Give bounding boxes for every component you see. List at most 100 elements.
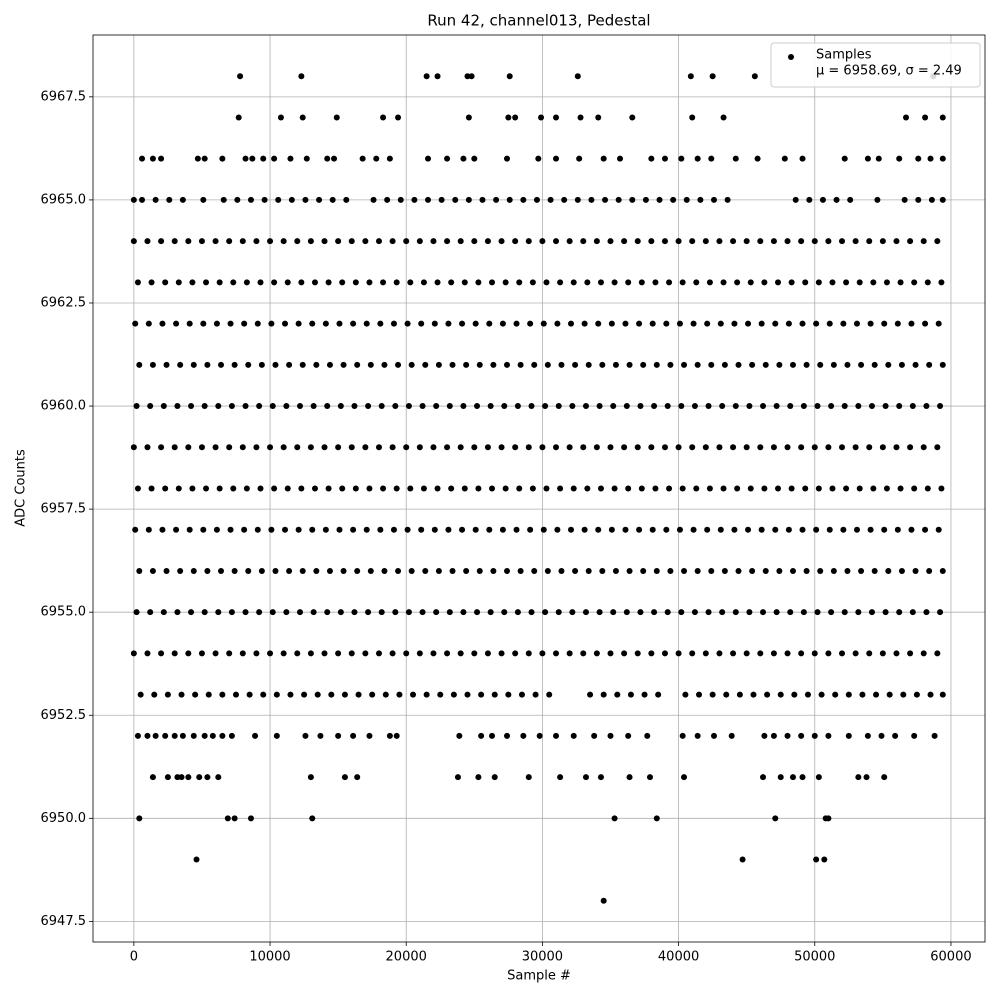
- point: [283, 403, 290, 410]
- point: [479, 196, 486, 203]
- point: [446, 403, 453, 410]
- point: [629, 196, 636, 203]
- point: [772, 815, 779, 822]
- point: [517, 361, 524, 368]
- point: [911, 485, 918, 492]
- point: [691, 403, 698, 410]
- point: [732, 155, 739, 162]
- point: [134, 485, 141, 492]
- point: [378, 609, 385, 616]
- point: [852, 238, 859, 245]
- point: [587, 691, 594, 698]
- point: [743, 238, 750, 245]
- point: [503, 361, 510, 368]
- point: [395, 567, 402, 574]
- point: [814, 403, 821, 410]
- point: [434, 485, 441, 492]
- point: [241, 526, 248, 533]
- point: [407, 279, 414, 286]
- point: [627, 691, 634, 698]
- point: [881, 526, 888, 533]
- point: [817, 361, 824, 368]
- point: [853, 320, 860, 327]
- point: [789, 567, 796, 574]
- point: [149, 155, 156, 162]
- point: [881, 320, 888, 327]
- point: [512, 444, 519, 451]
- point: [393, 485, 400, 492]
- point: [825, 238, 832, 245]
- x-tick-label: 30000: [522, 950, 563, 965]
- point: [267, 238, 274, 245]
- point: [307, 444, 314, 451]
- point: [444, 155, 451, 162]
- point: [574, 196, 581, 203]
- point: [518, 691, 525, 698]
- point: [732, 403, 739, 410]
- point: [284, 279, 291, 286]
- point: [269, 403, 276, 410]
- point: [175, 279, 182, 286]
- point: [307, 774, 314, 781]
- point: [622, 320, 629, 327]
- point: [514, 403, 521, 410]
- point: [389, 238, 396, 245]
- point: [868, 403, 875, 410]
- point: [145, 320, 152, 327]
- point: [532, 691, 539, 698]
- point: [546, 691, 553, 698]
- point: [716, 444, 723, 451]
- point: [897, 485, 904, 492]
- point: [362, 650, 369, 657]
- point: [939, 196, 946, 203]
- point: [528, 403, 535, 410]
- point: [204, 361, 211, 368]
- point: [597, 485, 604, 492]
- point: [581, 526, 588, 533]
- point: [192, 691, 199, 698]
- point: [764, 691, 771, 698]
- point: [362, 238, 369, 245]
- point: [681, 567, 688, 574]
- point: [681, 361, 688, 368]
- point: [855, 609, 862, 616]
- point: [621, 238, 628, 245]
- point: [634, 444, 641, 451]
- point: [201, 732, 208, 739]
- point: [268, 320, 275, 327]
- point: [389, 650, 396, 657]
- point: [282, 526, 289, 533]
- point: [922, 114, 929, 121]
- point: [444, 650, 451, 657]
- point: [339, 279, 346, 286]
- point: [540, 320, 547, 327]
- point: [204, 774, 211, 781]
- point: [175, 485, 182, 492]
- point: [535, 155, 542, 162]
- point: [596, 609, 603, 616]
- point: [649, 526, 656, 533]
- point: [489, 485, 496, 492]
- point: [693, 485, 700, 492]
- point: [595, 320, 602, 327]
- point: [163, 567, 170, 574]
- point: [600, 691, 607, 698]
- point: [874, 196, 881, 203]
- point: [879, 238, 886, 245]
- point: [708, 567, 715, 574]
- point: [694, 361, 701, 368]
- point: [568, 320, 575, 327]
- point: [761, 732, 768, 739]
- point: [403, 650, 410, 657]
- point: [830, 361, 837, 368]
- point: [757, 238, 764, 245]
- point: [915, 155, 922, 162]
- point: [595, 526, 602, 533]
- point: [484, 238, 491, 245]
- point: [516, 279, 523, 286]
- point: [676, 320, 683, 327]
- point: [212, 238, 219, 245]
- point: [444, 238, 451, 245]
- point: [478, 691, 485, 698]
